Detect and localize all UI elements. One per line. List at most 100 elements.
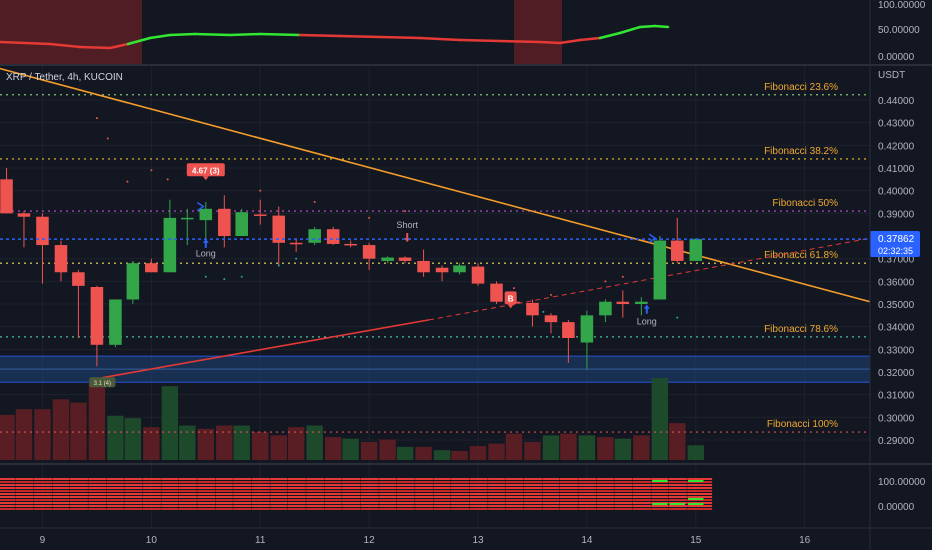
signal-dot-9: [223, 278, 226, 281]
top-tick-100: 100.00000: [878, 0, 926, 11]
volume-bar-28: [505, 433, 523, 460]
heatmap-green-1: [652, 503, 668, 505]
signal-dot-0: [95, 117, 98, 120]
heatmap-row-0: [0, 478, 713, 480]
top-tick-0: 0.00000: [878, 52, 915, 63]
price-tick-4: 0.40000: [878, 187, 915, 198]
candle-body-36: [653, 240, 667, 300]
candle-body-30: [544, 315, 558, 323]
volume-bar-15: [270, 435, 287, 460]
price-tick-8: 0.35000: [878, 300, 915, 311]
fib-label-2: Fibonacci 50%: [772, 198, 838, 209]
signal-arrow-4: [648, 233, 657, 243]
volume-bar-19: [342, 438, 359, 460]
candle-body-18: [326, 229, 340, 244]
annotation-label-1: Long: [196, 248, 216, 258]
top-red-zone-1: [514, 0, 562, 64]
candle-body-17: [308, 229, 321, 243]
signal-dot-6: [313, 201, 316, 203]
price-tick-0: 0.44000: [878, 96, 915, 107]
price-tick-5: 0.39000: [878, 209, 915, 220]
heatmap-green-4: [688, 498, 704, 500]
signal-arrow-0: [202, 238, 209, 248]
trendline-descending: [0, 67, 871, 303]
annotation-badge-bg-0: [186, 163, 225, 177]
volume-bar-5: [88, 382, 106, 460]
signal-dot-17: [676, 316, 679, 319]
support-zone[interactable]: [0, 355, 870, 383]
candle-body-16: [289, 242, 303, 245]
volume-bar-38: [687, 445, 704, 460]
annotation-badge-text-3: B: [508, 294, 514, 303]
main-grid: [0, 66, 870, 528]
signal-dot-5: [259, 189, 262, 192]
current-price-tag[interactable]: [870, 231, 920, 257]
candle-body-5: [90, 287, 104, 345]
top-line-segment-17: [558, 38, 582, 45]
candle-body-14: [253, 214, 267, 216]
volume-bar-12: [216, 425, 233, 460]
heatmap-row-6: [0, 496, 713, 498]
signal-dot-7: [368, 216, 371, 219]
volume-bar-17: [306, 425, 323, 460]
heatmap-green-3: [688, 480, 704, 482]
fib-label-5: Fibonacci 100%: [767, 419, 838, 430]
heatmap-row-9: [0, 505, 713, 507]
volume-bar-10: [179, 425, 196, 460]
price-tick-9: 0.34000: [878, 323, 915, 334]
volume-bar-22: [396, 446, 414, 460]
volume-bar-14: [252, 432, 269, 460]
volume-bar-27: [488, 443, 505, 460]
top-line-segment-15: [498, 39, 542, 44]
candle-body-9: [163, 217, 177, 273]
candle-body-19: [344, 243, 357, 246]
annotation-small-bg-5: [89, 377, 116, 388]
signal-dot-18: [542, 310, 545, 313]
heatmap-green-2: [669, 503, 685, 505]
volume-bar-36: [651, 378, 669, 460]
annotation-label-4: Long: [637, 316, 657, 326]
fib-label-1: Fibonacci 38.2%: [764, 146, 838, 157]
trendline-ascending: [102, 319, 430, 379]
volume-bar-8: [143, 427, 160, 460]
top-red-zone-0: [0, 0, 142, 64]
heatmap-row-2: [0, 484, 713, 486]
heatmap-row-4: [0, 490, 713, 492]
price-axis[interactable]: 0.44000 0.43000 0.42000 0.41000 0.40000 0.390…: [878, 96, 915, 447]
top-line-segment-0: [0, 40, 52, 46]
volume-bar-34: [614, 438, 632, 460]
volume-bar-35: [633, 435, 650, 460]
candle-body-38: [689, 239, 703, 261]
top-line-segment-20: [618, 25, 642, 35]
candle-body-0: [0, 179, 13, 214]
fibonacci-levels[interactable]: Fibonacci 23.6% Fibonacci 38.2% Fibonacci …: [0, 82, 870, 433]
candle-body-20: [362, 245, 376, 259]
annotation-badge-text-0: 4.67 (3): [192, 166, 220, 175]
candle-countdown: 02:32:35: [878, 246, 913, 256]
symbol-title[interactable]: XRP / Tether, 4h, KUCOIN: [6, 72, 123, 83]
oscillator-panel-bottom[interactable]: [0, 477, 713, 511]
volume-bar-20: [360, 441, 378, 460]
candle-body-33: [599, 301, 612, 316]
time-tick-6: 15: [690, 535, 702, 546]
volume-bar-25: [451, 450, 468, 460]
oscillator-panel-top[interactable]: [0, 0, 670, 64]
candle-body-15: [272, 215, 286, 243]
time-tick-4: 13: [472, 535, 484, 546]
volume-bar-6: [107, 415, 124, 460]
heatmap-row-10: [0, 508, 713, 510]
trendlines[interactable]: [0, 67, 871, 379]
top-line-segment-7: [193, 32, 232, 37]
volume-bar-18: [324, 437, 342, 460]
price-tick-10: 0.33000: [878, 345, 915, 356]
time-tick-7: 16: [799, 535, 811, 546]
volume-bar-7: [124, 418, 142, 460]
price-tick-12: 0.31000: [878, 391, 915, 402]
candles[interactable]: [0, 168, 703, 370]
top-line-segment-18: [578, 36, 602, 42]
candle-body-6: [109, 299, 122, 345]
top-line-segment-3: [108, 42, 130, 50]
time-axis[interactable]: 9 10 11 12 13 14 15 16: [40, 535, 811, 546]
time-tick-3: 12: [364, 535, 376, 546]
